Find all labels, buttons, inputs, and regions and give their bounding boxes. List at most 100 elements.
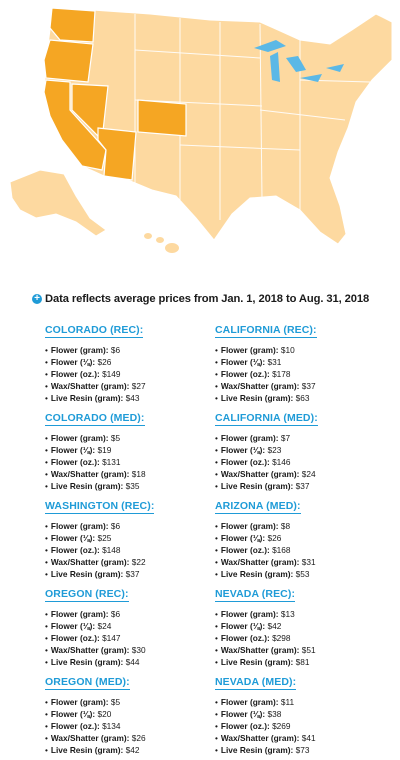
price-item-value: $6 — [108, 521, 121, 531]
state-colorado — [137, 99, 187, 137]
price-item-label: Wax/Shatter (gram): — [220, 557, 300, 567]
price-item-value: $269 — [269, 721, 291, 731]
bullet-icon: • — [45, 721, 48, 731]
state-title: NEVADA (REC): — [215, 588, 296, 602]
bullet-icon: • — [45, 745, 48, 755]
price-item: • Flower (oz.): $168 — [215, 544, 390, 556]
bullet-icon: • — [45, 481, 48, 491]
price-item-value: $81 — [293, 657, 310, 667]
price-item-label: Flower (oz.): — [220, 369, 270, 379]
price-item: • Flower (gram): $8 — [215, 520, 390, 532]
price-item-label: Flower (⅛): — [220, 445, 266, 455]
price-item-label: Flower (oz.): — [50, 545, 100, 555]
bullet-icon: • — [45, 457, 48, 467]
state-price-block: WASHINGTON (REC): • Flower (gram): $6 • Flow… — [45, 496, 220, 584]
price-item: • Flower (⅛): $26 — [215, 532, 390, 544]
price-item: • Flower (⅛): $38 — [215, 708, 390, 720]
state-price-block: CALIFORNIA (MED): • Flower (gram): $7 • Flow… — [215, 408, 390, 496]
price-item-value: $26 — [265, 533, 282, 543]
price-item-label: Flower (oz.): — [220, 721, 270, 731]
bullet-icon: • — [45, 609, 48, 619]
price-item-value: $18 — [129, 469, 146, 479]
bullet-icon: • — [215, 445, 218, 455]
price-item-value: $5 — [108, 697, 121, 707]
bullet-icon: • — [45, 357, 48, 367]
bullet-icon: • — [215, 621, 218, 631]
state-price-block: OREGON (MED): • Flower (gram): $5 • Flower (… — [45, 672, 220, 760]
price-item: • Wax/Shatter (gram): $51 — [215, 644, 390, 656]
bullet-icon: • — [45, 533, 48, 543]
price-item-value: $168 — [269, 545, 291, 555]
price-item-value: $44 — [123, 657, 140, 667]
price-item-label: Flower (gram): — [50, 433, 109, 443]
state-price-block: NEVADA (REC): • Flower (gram): $13 • Flower … — [215, 584, 390, 672]
bullet-icon: • — [45, 445, 48, 455]
bullet-icon: • — [215, 633, 218, 643]
price-item: • Flower (⅛): $23 — [215, 444, 390, 456]
price-item-label: Wax/Shatter (gram): — [50, 733, 130, 743]
price-item: • Flower (⅛): $26 — [45, 356, 220, 368]
price-item-label: Live Resin (gram): — [50, 393, 124, 403]
price-item: • Flower (oz.): $269 — [215, 720, 390, 732]
price-item-label: Flower (⅛): — [220, 357, 266, 367]
price-item-value: $30 — [129, 645, 146, 655]
price-item-value: $147 — [99, 633, 121, 643]
bullet-icon: • — [215, 381, 218, 391]
price-item-label: Live Resin (gram): — [220, 745, 294, 755]
map-great-lakes — [254, 40, 344, 82]
price-item-label: Wax/Shatter (gram): — [220, 733, 300, 743]
state-price-block: COLORADO (MED): • Flower (gram): $5 • Flower… — [45, 408, 220, 496]
bullet-icon: • — [215, 709, 218, 719]
state-washington — [49, 7, 96, 43]
price-item-label: Flower (oz.): — [50, 457, 100, 467]
price-item-label: Live Resin (gram): — [50, 481, 124, 491]
price-item-label: Flower (⅛): — [220, 621, 266, 631]
price-item-value: $37 — [123, 569, 140, 579]
bullet-icon: • — [215, 545, 218, 555]
bullet-icon: • — [45, 345, 48, 355]
bullet-icon: • — [215, 697, 218, 707]
left-price-column: COLORADO (REC): • Flower (gram): $6 • Flower… — [45, 320, 220, 760]
bullet-icon: • — [45, 393, 48, 403]
bullet-icon: • — [45, 733, 48, 743]
price-item: • Live Resin (gram): $63 — [215, 392, 390, 404]
price-item: • Flower (oz.): $147 — [45, 632, 220, 644]
price-item-label: Wax/Shatter (gram): — [220, 381, 300, 391]
price-item-label: Live Resin (gram): — [220, 481, 294, 491]
price-item-value: $298 — [269, 633, 291, 643]
price-item-label: Flower (⅛): — [50, 445, 96, 455]
price-item-label: Wax/Shatter (gram): — [220, 469, 300, 479]
price-item-value: $35 — [123, 481, 140, 491]
us-map-svg — [9, 7, 393, 253]
price-item-label: Wax/Shatter (gram): — [50, 645, 130, 655]
price-item: • Wax/Shatter (gram): $18 — [45, 468, 220, 480]
bullet-icon: • — [215, 345, 218, 355]
bullet-icon: • — [215, 721, 218, 731]
price-item-value: $23 — [265, 445, 282, 455]
state-california — [43, 79, 107, 171]
state-price-block: NEVADA (MED): • Flower (gram): $11 • Flower … — [215, 672, 390, 760]
price-item-value: $134 — [99, 721, 121, 731]
plus-circle-icon: + — [32, 294, 42, 304]
price-item-value: $6 — [108, 609, 121, 619]
bullet-icon: • — [45, 657, 48, 667]
price-item-value: $8 — [278, 521, 291, 531]
price-item-label: Flower (oz.): — [50, 633, 100, 643]
bullet-icon: • — [45, 557, 48, 567]
price-item-value: $41 — [299, 733, 316, 743]
price-item: • Flower (oz.): $148 — [45, 544, 220, 556]
bullet-icon: • — [215, 645, 218, 655]
price-item-label: Flower (⅛): — [50, 709, 96, 719]
map-base-hawaii — [144, 233, 179, 253]
price-item-value: $24 — [299, 469, 316, 479]
bullet-icon: • — [215, 469, 218, 479]
price-item-label: Wax/Shatter (gram): — [50, 381, 130, 391]
state-title: COLORADO (REC): — [45, 324, 144, 338]
date-range-note: + Data reflects average prices from Jan.… — [32, 290, 398, 308]
price-item: • Flower (gram): $6 — [45, 608, 220, 620]
price-item: • Flower (gram): $7 — [215, 432, 390, 444]
state-title: OREGON (REC): — [45, 588, 129, 602]
bullet-icon: • — [215, 733, 218, 743]
price-item-value: $73 — [293, 745, 310, 755]
price-item: • Flower (gram): $6 — [45, 520, 220, 532]
